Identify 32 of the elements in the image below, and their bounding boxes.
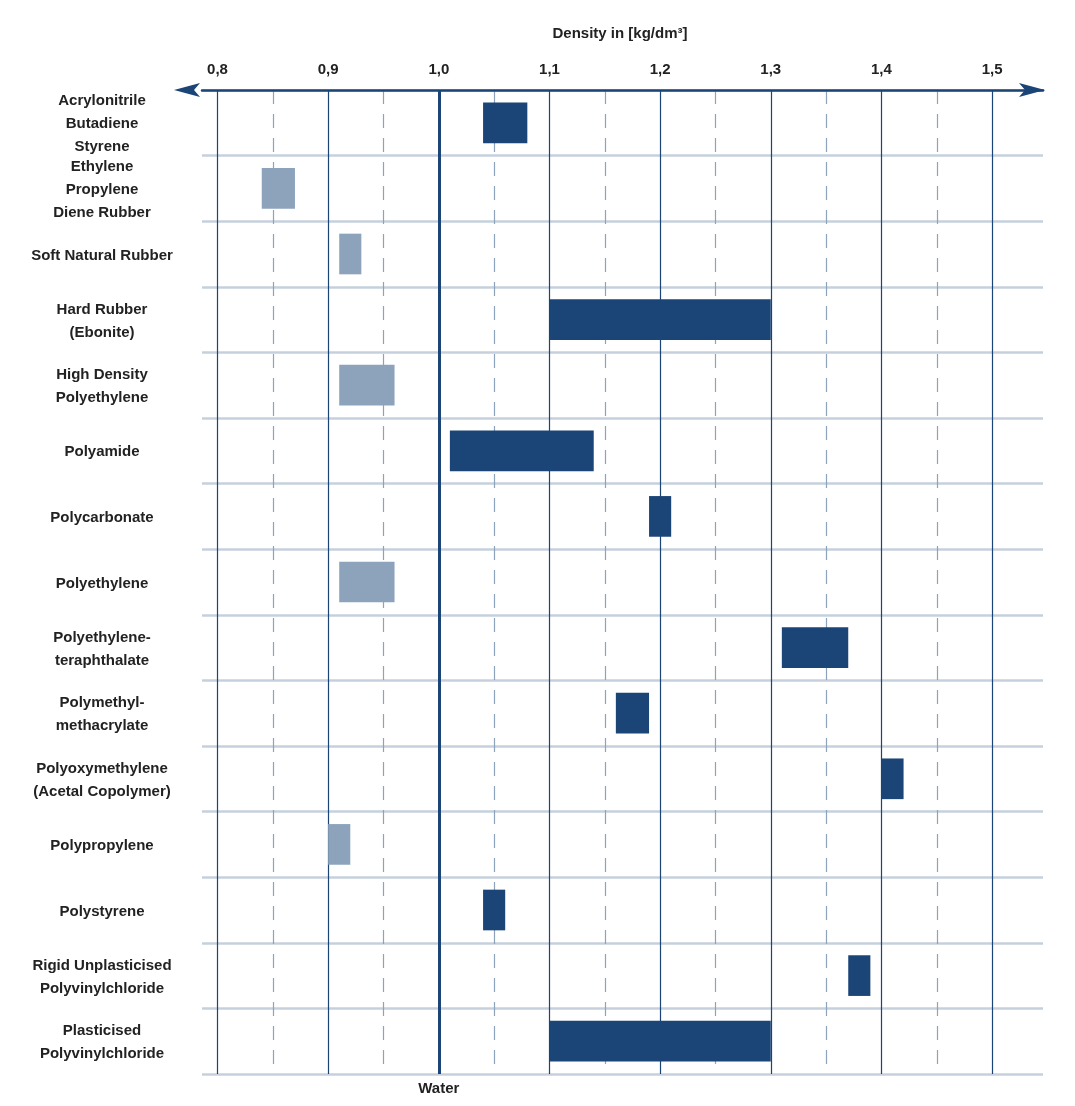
x-tick-label: 0,8 bbox=[207, 60, 228, 77]
y-tick-label: Plasticised Polyvinylchloride bbox=[39, 1021, 165, 1062]
bar bbox=[339, 233, 362, 275]
y-tick-label: Soft Natural Rubber bbox=[31, 245, 173, 263]
y-tick-label: Ethylene Propylene Diene Rubber bbox=[53, 156, 151, 220]
x-tick-label: 1,4 bbox=[871, 60, 893, 77]
bar bbox=[615, 692, 650, 734]
x-tick-label: 0,9 bbox=[317, 60, 339, 77]
x-tick-label: 1,1 bbox=[539, 60, 560, 77]
y-tick-label: Polyamide bbox=[64, 442, 140, 460]
y-tick-label: Polycarbonate bbox=[50, 507, 154, 525]
bar bbox=[781, 627, 849, 668]
ref-line-label: Water bbox=[418, 1079, 460, 1096]
x-tick-label: 1,3 bbox=[760, 60, 782, 77]
y-tick-label: Polymethyl- methacrylate bbox=[55, 693, 149, 734]
x-axis-title: Density in [kg/dm³] bbox=[552, 24, 688, 41]
bar bbox=[848, 955, 871, 996]
bar bbox=[483, 889, 506, 931]
y-tick-label: Acrylonitrile Butadiene Styrene bbox=[58, 91, 146, 155]
bar bbox=[328, 824, 351, 865]
y-tick-label: Polyethylene- teraphthalate bbox=[53, 627, 151, 668]
y-tick-label: Polyethylene bbox=[55, 573, 149, 591]
y-tick-label: High Density Polyethylene bbox=[55, 365, 149, 406]
x-tick-label: 1,5 bbox=[981, 60, 1003, 77]
x-tick-label: 1,2 bbox=[649, 60, 671, 77]
bar bbox=[483, 102, 528, 144]
y-tick-label: Rigid Unplasticised Polyvinylchloride bbox=[32, 955, 172, 996]
y-tick-label: Polypropylene bbox=[50, 835, 154, 853]
y-tick-label: Polyoxymethylene (Acetal Copolymer) bbox=[33, 758, 171, 799]
y-tick-label: Polystyrene bbox=[59, 901, 145, 919]
x-tick-label: 1,0 bbox=[428, 60, 450, 77]
y-tick-label: Hard Rubber (Ebonite) bbox=[56, 299, 148, 340]
